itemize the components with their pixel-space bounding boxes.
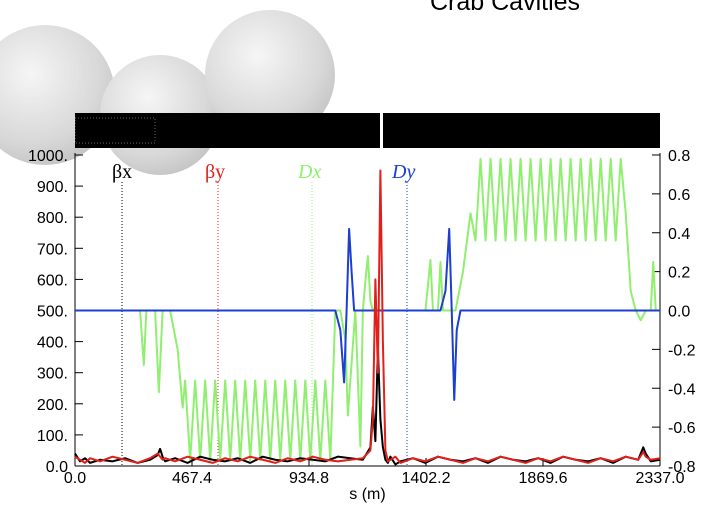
y-tick-label: 500. xyxy=(37,304,68,321)
legend-label: Dy xyxy=(391,161,415,183)
y2-tick-label: -0.8 xyxy=(668,459,696,476)
y-tick-label: 700. xyxy=(37,241,68,258)
y2-tick-label: 0.4 xyxy=(668,226,690,243)
x-axis-label: s (m) xyxy=(349,486,385,503)
chart-title: Crab Cavities xyxy=(430,0,580,16)
y-tick-label: 400. xyxy=(37,335,68,352)
series-line xyxy=(75,157,660,462)
series-line xyxy=(74,169,661,464)
y-tick-label: 600. xyxy=(37,272,68,289)
series-line xyxy=(75,227,660,401)
y-tick-label: 100. xyxy=(37,428,68,445)
y2-tick-label: 0.2 xyxy=(668,265,690,282)
x-tick-label: 1402.2 xyxy=(402,470,451,487)
x-tick-label: 2337.0 xyxy=(636,470,685,487)
series-line xyxy=(74,346,661,466)
legend-label: βx xyxy=(112,161,132,183)
x-tick-label: 467.4 xyxy=(172,470,212,487)
legend-label: Dx xyxy=(297,161,321,183)
y2-tick-label: 0.0 xyxy=(668,304,690,321)
y-tick-label: 900. xyxy=(37,179,68,196)
x-tick-label: 1869.6 xyxy=(519,470,568,487)
y2-tick-label: -0.6 xyxy=(668,420,696,437)
legend-label: βy xyxy=(205,161,225,183)
x-tick-label: 934.8 xyxy=(289,470,329,487)
x-tick-label: 0.0 xyxy=(64,470,86,487)
y-tick-label: 300. xyxy=(37,366,68,383)
lattice-bar xyxy=(74,113,660,148)
y-tick-label: 200. xyxy=(37,397,68,414)
y-tick-label: 800. xyxy=(37,210,68,227)
y2-tick-label: 0.6 xyxy=(668,187,690,204)
y2-tick-label: -0.4 xyxy=(668,381,696,398)
y2-tick-label: 0.8 xyxy=(668,148,690,165)
y-tick-label: 1000. xyxy=(28,148,68,165)
y2-tick-label: -0.2 xyxy=(668,342,696,359)
y-tick-label: 0.0 xyxy=(46,459,68,476)
